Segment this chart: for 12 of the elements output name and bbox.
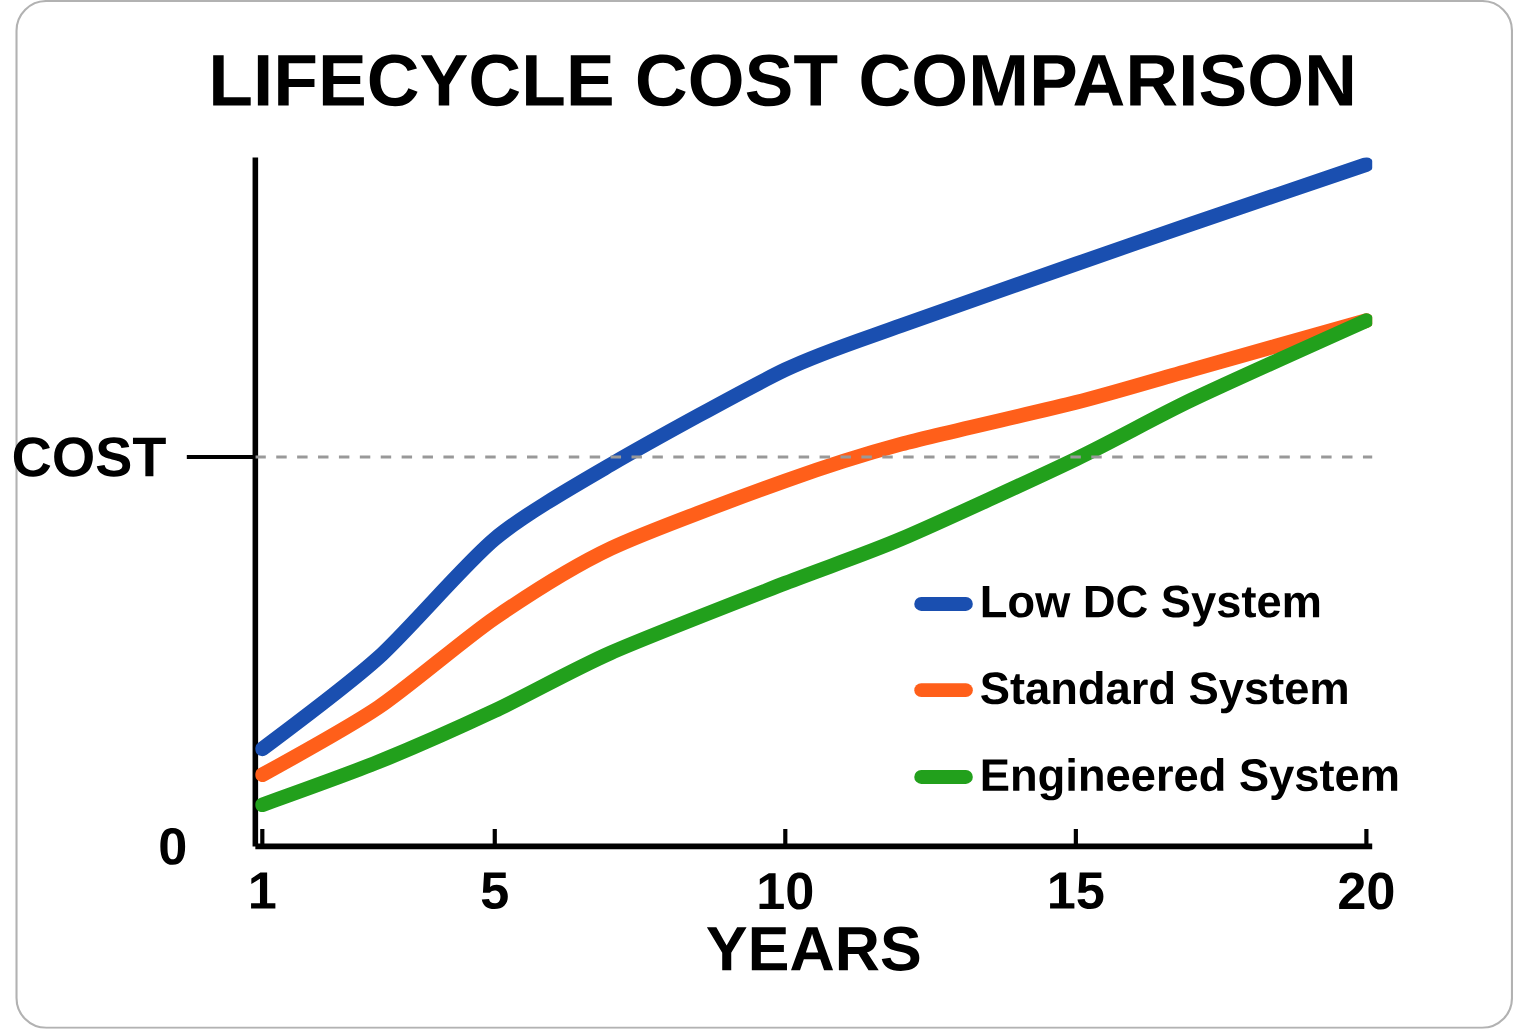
x-axis-title: YEARS [706,926,920,972]
legend-label: Standard System [981,671,1347,714]
x-tick-label: 10 [759,872,813,910]
legend-label: Engineered System [982,758,1398,801]
ref-line-label: COST [13,437,166,477]
x-tick-label: 1 [251,872,276,909]
chart-title: LIFECYCLE COST COMPARISON [213,54,1353,107]
text: 0 [160,827,186,865]
x-tick-label: 5 [481,872,508,910]
x-tick-label: 20 [1339,872,1394,910]
x-tick-label: 15 [1050,872,1104,910]
legend-label: Low DC System [982,585,1320,627]
